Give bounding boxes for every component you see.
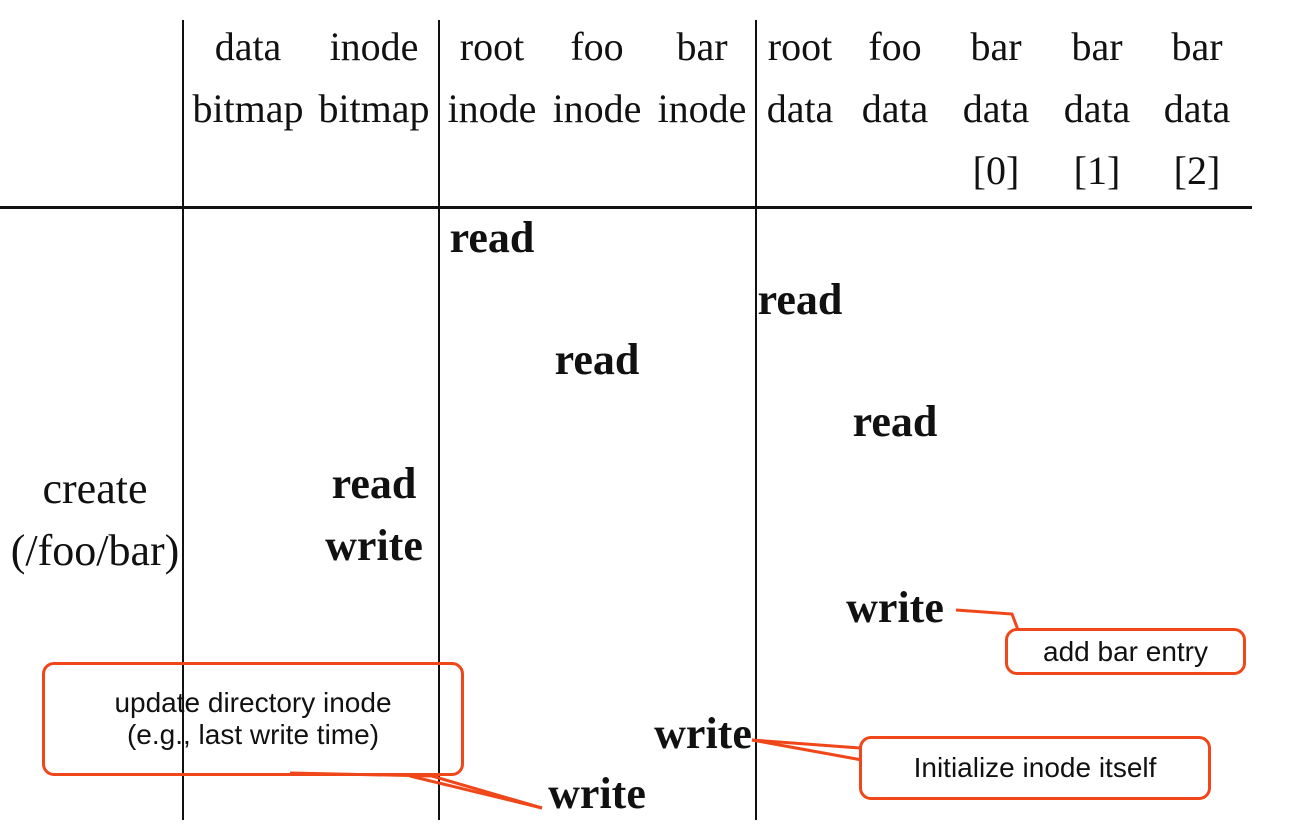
header-text: [1]: [1073, 148, 1121, 193]
connector-init-inode-2: [751, 738, 863, 762]
header-inode-bitmap: inode bitmap: [314, 16, 434, 140]
callout-update-directory: update directory inode (e.g., last write…: [42, 662, 464, 776]
op-foo-inode-write: write: [548, 769, 646, 818]
header-text: bitmap: [318, 86, 430, 131]
callout-text: Initialize inode itself: [913, 752, 1157, 783]
header-separator: [0, 206, 1252, 209]
header-text: data: [861, 86, 929, 131]
op-foo-data-read: read: [852, 397, 938, 446]
op-foo-inode-read: read: [554, 335, 640, 384]
header-bar-data-0: bar data [0]: [936, 16, 1056, 202]
op-root-inode-read: read: [449, 213, 535, 262]
header-text: foo: [570, 24, 624, 69]
row-label-line: (/foo/bar): [10, 526, 180, 575]
op-inode-bitmap-write: write: [325, 521, 423, 570]
callout-text: update directory inode: [114, 687, 392, 718]
divider-data: [755, 20, 757, 820]
header-text: data: [1063, 86, 1131, 131]
op-foo-data-write: write: [846, 583, 944, 632]
header-text: inode: [552, 86, 642, 131]
header-bar-inode: bar inode: [642, 16, 762, 140]
header-text: data: [962, 86, 1030, 131]
header-text: bitmap: [192, 86, 304, 131]
op-bar-inode-write: write: [654, 709, 752, 758]
header-bar-data-2: bar data [2]: [1137, 16, 1257, 202]
header-text: inode: [447, 86, 537, 131]
row-label-create: create (/foo/bar): [10, 458, 180, 582]
connector-add-bar-entry: [955, 608, 1020, 631]
op-root-data-read: read: [757, 275, 843, 324]
connector-init-inode: [751, 738, 861, 750]
header-text: data: [1163, 86, 1231, 131]
header-text: bar: [1071, 24, 1123, 69]
header-text: foo: [868, 24, 922, 69]
callout-text: (e.g., last write time): [126, 719, 380, 750]
header-text: bar: [676, 24, 728, 69]
row-label-line: create: [42, 464, 148, 513]
op-inode-bitmap-read: read: [331, 459, 417, 508]
header-root-inode: root inode: [432, 16, 552, 140]
header-bar-data-1: bar data [1]: [1037, 16, 1157, 202]
connector-update-dir-2: [409, 774, 543, 810]
header-foo-inode: foo inode: [537, 16, 657, 140]
header-data-bitmap: data bitmap: [188, 16, 308, 140]
header-text: inode: [329, 24, 419, 69]
header-root-data: root data: [740, 16, 860, 140]
header-text: root: [459, 24, 525, 69]
callout-add-bar-entry: add bar entry: [1005, 628, 1246, 675]
header-text: bar: [970, 24, 1022, 69]
header-text: inode: [657, 86, 747, 131]
callout-text: add bar entry: [1043, 635, 1208, 667]
header-foo-data: foo data: [835, 16, 955, 140]
divider-inodes: [438, 20, 440, 820]
divider-bitmaps: [182, 20, 184, 820]
callout-init-inode: Initialize inode itself: [859, 736, 1211, 800]
header-text: data: [766, 86, 834, 131]
header-text: [2]: [1173, 148, 1221, 193]
header-text: [0]: [972, 148, 1020, 193]
header-text: data: [214, 24, 282, 69]
header-text: bar: [1171, 24, 1223, 69]
header-text: root: [767, 24, 833, 69]
